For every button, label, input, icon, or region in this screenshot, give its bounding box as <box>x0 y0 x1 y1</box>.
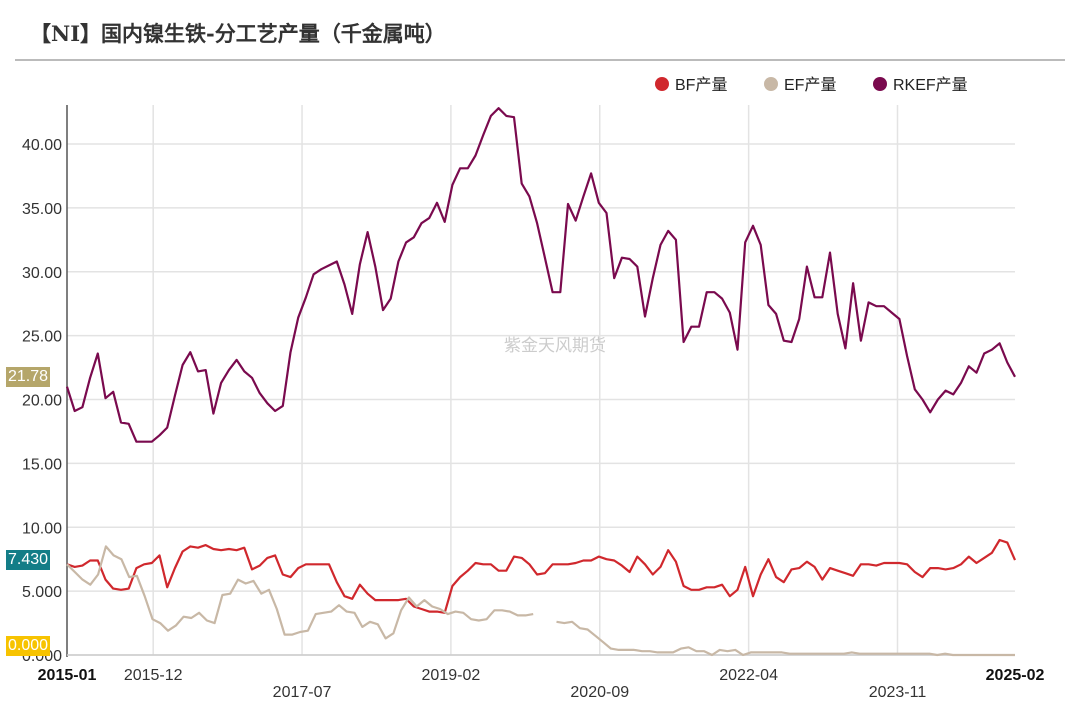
y-tick-label: 30.00 <box>22 265 62 282</box>
legend-label-0: BF产量 <box>675 76 727 94</box>
y-tick-label: 35.00 <box>22 201 62 218</box>
x-tick-label: 2019-02 <box>422 667 481 684</box>
x-tick-label: 2017-07 <box>273 684 332 701</box>
watermark: 紫金天风期货 <box>504 336 606 355</box>
chart-title: 【NI】国内镍生铁-分工艺产量（千金属吨） <box>30 21 446 46</box>
series-line-0 <box>66 538 1017 614</box>
x-tick-label: 2020-09 <box>570 684 629 701</box>
x-tick-label: 2022-04 <box>719 667 778 684</box>
y-tick-label: 10.00 <box>22 520 62 537</box>
legend-marker-2 <box>873 77 887 91</box>
title-divider <box>15 59 1065 61</box>
legend-label-1: EF产量 <box>784 76 836 94</box>
last-value-badge: 7.430 <box>6 550 51 571</box>
x-tick-label: 2023-11 <box>869 684 927 701</box>
series-line-1 <box>66 545 1015 657</box>
y-tick-label: 25.00 <box>22 329 62 346</box>
series-line-2 <box>65 107 1016 443</box>
y-tick-label: 40.00 <box>22 137 62 154</box>
y-tick-label: 5.000 <box>22 584 62 601</box>
legend-label-2: RKEF产量 <box>893 76 968 94</box>
last-value-badge: 21.78 <box>6 366 51 387</box>
last-value-badge: 0.000 <box>6 636 51 656</box>
y-tick-label: 15.00 <box>22 456 62 473</box>
y-tick-label: 20.00 <box>22 393 62 410</box>
x-tick-label: 2015-01 <box>38 667 97 684</box>
x-tick-label: 2025-02 <box>986 667 1045 684</box>
legend-marker-0 <box>655 77 669 91</box>
x-tick-label: 2015-12 <box>124 667 183 684</box>
legend-marker-1 <box>764 77 778 91</box>
